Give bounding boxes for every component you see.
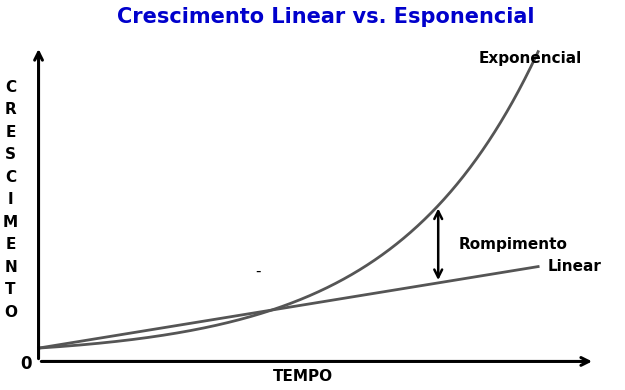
Text: N: N [4, 260, 17, 275]
Text: E: E [6, 238, 16, 252]
Text: T: T [6, 282, 16, 298]
Text: E: E [6, 125, 16, 140]
Text: I: I [8, 192, 13, 207]
Text: R: R [5, 102, 16, 117]
Text: C: C [5, 170, 16, 185]
Text: Exponencial: Exponencial [478, 51, 581, 66]
Text: Rompimento: Rompimento [458, 237, 567, 252]
Text: TEMPO: TEMPO [273, 369, 333, 384]
Text: 0: 0 [20, 355, 31, 372]
Text: O: O [4, 305, 17, 320]
Text: M: M [3, 215, 18, 230]
Text: C: C [5, 80, 16, 95]
Text: S: S [5, 147, 16, 162]
Text: -: - [256, 264, 261, 278]
Title: Crescimento Linear vs. Esponencial: Crescimento Linear vs. Esponencial [117, 7, 534, 27]
Text: Linear: Linear [548, 259, 602, 274]
